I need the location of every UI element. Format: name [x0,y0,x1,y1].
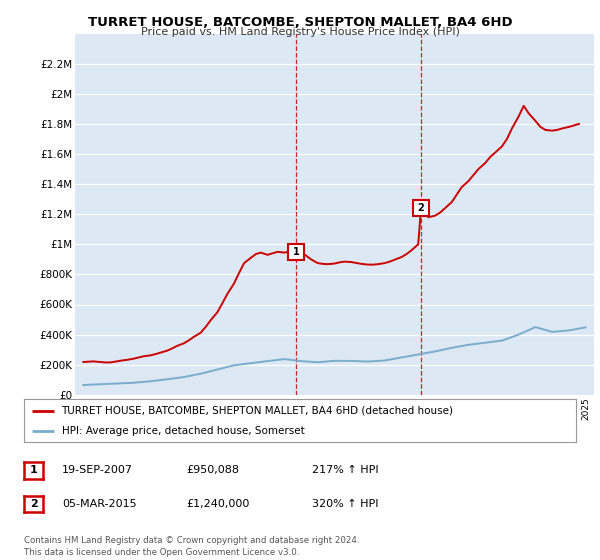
Text: £950,088: £950,088 [186,465,239,475]
Text: 19-SEP-2007: 19-SEP-2007 [62,465,133,475]
Text: Price paid vs. HM Land Registry's House Price Index (HPI): Price paid vs. HM Land Registry's House … [140,27,460,37]
Text: 05-MAR-2015: 05-MAR-2015 [62,499,136,509]
Text: TURRET HOUSE, BATCOMBE, SHEPTON MALLET, BA4 6HD: TURRET HOUSE, BATCOMBE, SHEPTON MALLET, … [88,16,512,29]
Text: TURRET HOUSE, BATCOMBE, SHEPTON MALLET, BA4 6HD (detached house): TURRET HOUSE, BATCOMBE, SHEPTON MALLET, … [62,405,454,416]
Text: 2: 2 [30,499,37,509]
Text: Contains HM Land Registry data © Crown copyright and database right 2024.
This d: Contains HM Land Registry data © Crown c… [24,536,359,557]
Text: HPI: Average price, detached house, Somerset: HPI: Average price, detached house, Some… [62,427,304,436]
Text: 320% ↑ HPI: 320% ↑ HPI [312,499,379,509]
Text: 1: 1 [30,465,37,475]
Text: 1: 1 [293,247,300,257]
Text: 217% ↑ HPI: 217% ↑ HPI [312,465,379,475]
Text: £1,240,000: £1,240,000 [186,499,250,509]
Text: 2: 2 [418,203,424,213]
